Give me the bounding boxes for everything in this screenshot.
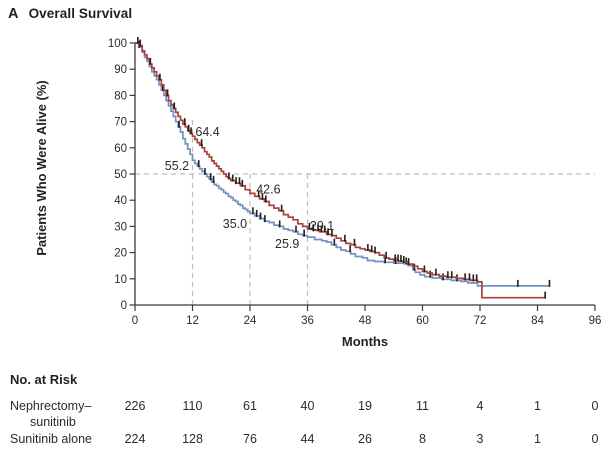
risk-count: 0 (592, 432, 599, 446)
risk-count: 110 (183, 399, 203, 413)
x-axis-label: Months (342, 334, 388, 349)
x-tick-label: 72 (474, 315, 487, 327)
survival-value-label: 25.9 (275, 237, 299, 251)
y-tick-label: 10 (114, 274, 127, 286)
y-tick-label: 100 (108, 38, 127, 50)
risk-row-label: Sunitinib alone (10, 432, 92, 446)
y-tick-label: 30 (114, 221, 127, 233)
risk-row-label: sunitinib (30, 415, 76, 429)
risk-count: 128 (182, 432, 203, 446)
risk-count: 40 (301, 399, 315, 413)
y-tick-label: 40 (114, 195, 127, 207)
y-tick-label: 50 (114, 169, 127, 181)
risk-table-heading: No. at Risk (10, 372, 78, 387)
survival-value-label: 64.4 (195, 125, 219, 139)
risk-count: 4 (477, 399, 484, 413)
risk-count: 76 (243, 432, 257, 446)
survival-value-label: 35.0 (223, 217, 247, 231)
x-tick-label: 24 (244, 315, 257, 327)
survival-curve-nephrectomy-sunitinib (135, 42, 546, 299)
y-tick-label: 0 (121, 300, 127, 312)
y-tick-label: 70 (114, 117, 127, 129)
risk-count: 1 (534, 399, 541, 413)
figure-title: A Overall Survival (8, 6, 132, 22)
x-tick-label: 12 (186, 315, 199, 327)
risk-count: 1 (534, 432, 541, 446)
risk-count: 44 (301, 432, 315, 446)
risk-count: 61 (243, 399, 257, 413)
x-tick-label: 36 (301, 315, 314, 327)
risk-count: 0 (592, 399, 599, 413)
reference-lines-group (135, 118, 595, 305)
survival-value-label: 29.1 (310, 219, 334, 233)
x-tick-label: 60 (416, 315, 429, 327)
x-tick-label: 0 (132, 315, 138, 327)
y-axis-label: Patients Who Were Alive (%) (34, 80, 49, 256)
survival-curves-group (135, 37, 551, 299)
x-tick-label: 48 (359, 315, 372, 327)
x-tick-label: 84 (531, 315, 544, 327)
axes-group: 0 12 24 36 48 60 72 84 96 0 10 20 30 40 50 60 70 80 90 100 (108, 38, 602, 327)
risk-count: 3 (477, 432, 484, 446)
y-tick-label: 20 (114, 248, 127, 260)
risk-count: 226 (125, 399, 146, 413)
risk-count: 224 (125, 432, 146, 446)
y-tick-label: 80 (114, 90, 127, 102)
y-tick-label: 60 (114, 143, 127, 155)
risk-count: 8 (419, 432, 426, 446)
no-at-risk-table: Nephrectomy– sunitinib 226 110 61 40 19 11 4 1 0 Su… (10, 399, 599, 446)
risk-row-label: Nephrectomy– (10, 399, 91, 413)
figure-title-text: Overall Survival (28, 6, 133, 21)
risk-count: 19 (358, 399, 372, 413)
survival-value-label: 55.2 (165, 159, 189, 173)
x-tick-label: 96 (589, 315, 602, 327)
panel-letter: A (8, 6, 19, 22)
y-tick-label: 90 (114, 64, 127, 76)
risk-count: 26 (358, 432, 372, 446)
survival-curve-sunitinib-alone (135, 42, 550, 287)
risk-count: 11 (416, 399, 429, 413)
survival-value-label: 42.6 (256, 183, 280, 197)
value-labels-group: 55.2 35.0 25.9 64.4 42.6 29.1 (165, 125, 334, 251)
